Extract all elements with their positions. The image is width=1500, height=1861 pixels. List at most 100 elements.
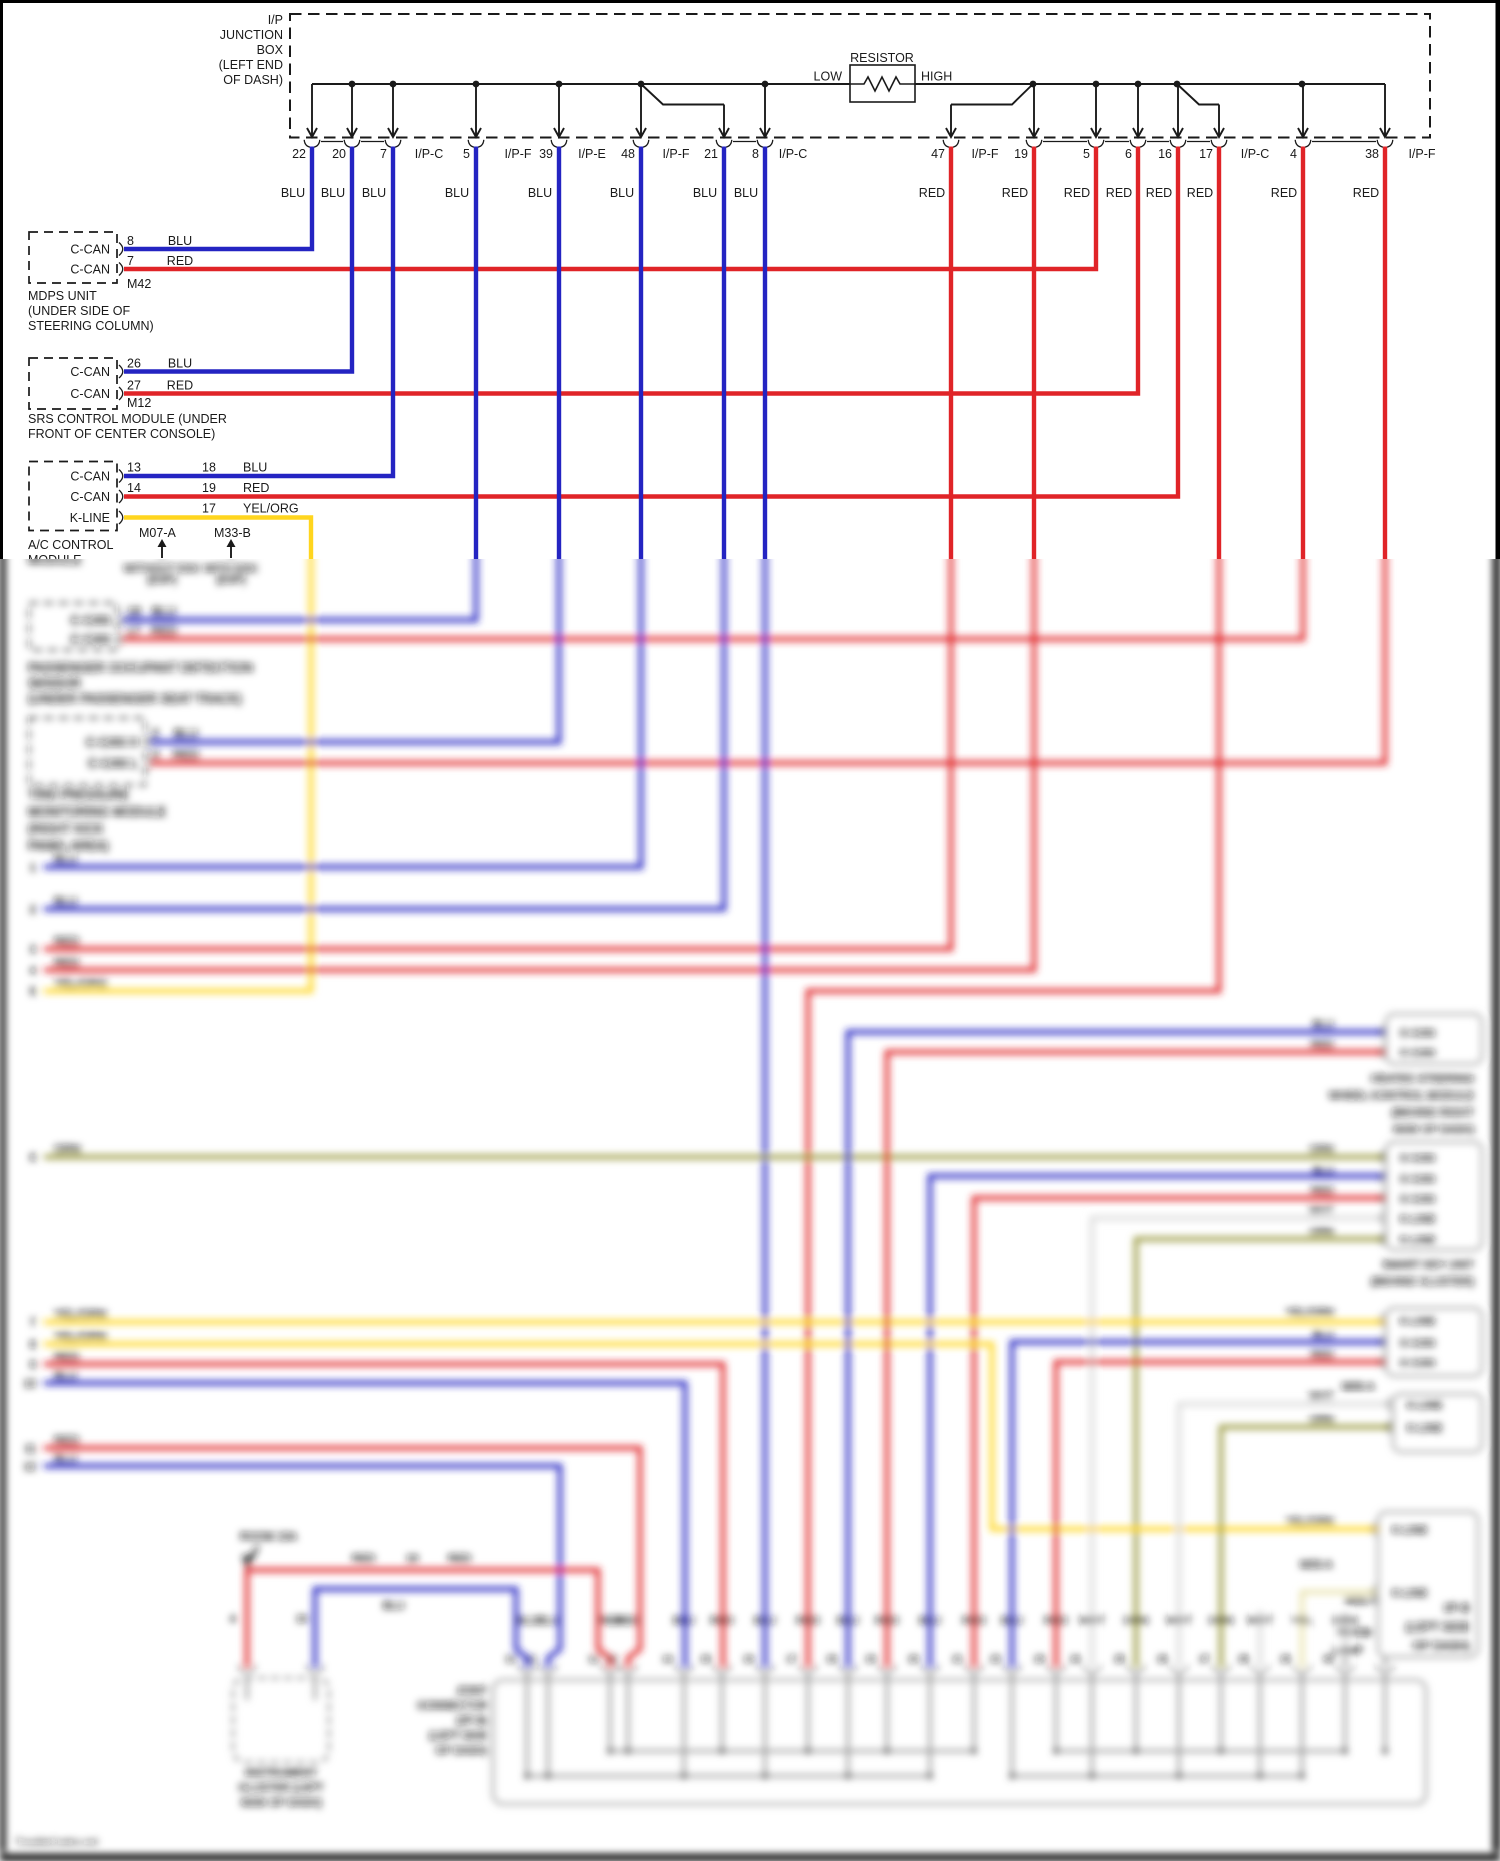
svg-text:RED: RED <box>875 1615 898 1627</box>
svg-text:K-LINE: K-LINE <box>1407 1400 1442 1412</box>
svg-text:1: 1 <box>30 862 36 874</box>
svg-text:3: 3 <box>30 944 36 956</box>
svg-text:16: 16 <box>743 1654 754 1665</box>
svg-text:RED: RED <box>710 1615 733 1627</box>
svg-text:BLU: BLU <box>445 186 469 200</box>
svg-text:8: 8 <box>127 234 134 248</box>
svg-text:BLU: BLU <box>1313 1165 1334 1177</box>
svg-text:BLU: BLU <box>362 186 386 200</box>
svg-text:PASSENGER OCCUPANT DETECTION: PASSENGER OCCUPANT DETECTION <box>28 661 253 675</box>
svg-text:RED: RED <box>352 1553 375 1565</box>
svg-text:RED: RED <box>167 254 193 268</box>
svg-text:MODULE: MODULE <box>28 553 81 567</box>
svg-text:A/C CONTROL: A/C CONTROL <box>28 538 113 552</box>
svg-text:RED: RED <box>919 186 945 200</box>
svg-text:BLU: BLU <box>54 853 77 867</box>
svg-text:TroubleCodes.net: TroubleCodes.net <box>15 1836 98 1848</box>
svg-text:YEL/ORN: YEL/ORN <box>1286 1516 1334 1528</box>
svg-text:C-CAN: C-CAN <box>70 365 110 379</box>
svg-text:SENSOR: SENSOR <box>28 677 81 691</box>
svg-text:M42: M42 <box>127 277 151 291</box>
svg-text:BLU: BLU <box>1001 1615 1022 1627</box>
svg-text:C-CAN: C-CAN <box>70 470 110 484</box>
svg-text:RED: RED <box>1353 186 1379 200</box>
svg-text:I/F-B: I/F-B <box>1444 1601 1470 1615</box>
svg-text:BOX: BOX <box>257 43 284 57</box>
svg-text:BLU: BLU <box>528 186 552 200</box>
svg-text:I/P-F: I/P-F <box>662 147 689 161</box>
svg-text:C-CAN: C-CAN <box>70 614 110 628</box>
svg-text:RED: RED <box>796 1615 819 1627</box>
svg-text:M06-A: M06-A <box>1342 1381 1375 1393</box>
svg-text:OF DASH): OF DASH) <box>223 73 283 87</box>
svg-text:RED: RED <box>54 1434 80 1448</box>
svg-text:22: 22 <box>990 1654 1001 1665</box>
svg-text:19: 19 <box>202 481 216 495</box>
svg-text:(LEFT SIDE: (LEFT SIDE <box>429 1730 488 1742</box>
svg-text:WITHOUT ESC: WITHOUT ESC <box>124 563 201 575</box>
svg-text:YEL/ORN: YEL/ORN <box>54 1308 107 1322</box>
svg-text:18: 18 <box>127 605 141 619</box>
svg-text:C-CAN: C-CAN <box>70 243 110 257</box>
svg-text:9: 9 <box>30 1359 36 1371</box>
svg-text:RED: RED <box>167 379 193 393</box>
svg-text:RED: RED <box>616 1615 639 1627</box>
svg-text:4: 4 <box>230 1613 236 1625</box>
svg-text:BLU: BLU <box>837 1615 858 1627</box>
svg-text:STEERING COLUMN): STEERING COLUMN) <box>28 319 154 333</box>
svg-text:BLU: BLU <box>168 234 192 248</box>
svg-text:4: 4 <box>30 965 36 977</box>
svg-text:C-CAN: C-CAN <box>70 263 110 277</box>
svg-text:BLU: BLU <box>754 1615 775 1627</box>
svg-text:LAMP: LAMP <box>1333 1645 1363 1657</box>
svg-text:C-CAN: C-CAN <box>70 633 110 647</box>
svg-text:BLU: BLU <box>174 727 198 741</box>
svg-text:M12: M12 <box>127 396 151 410</box>
svg-text:I/P-F: I/P-F <box>504 147 531 161</box>
svg-text:5: 5 <box>1083 147 1090 161</box>
svg-text:RED: RED <box>1002 186 1028 200</box>
svg-text:M33-A: M33-A <box>1300 1559 1333 1571</box>
svg-text:I/P-C: I/P-C <box>779 147 807 161</box>
svg-text:21: 21 <box>952 1654 963 1665</box>
svg-text:19: 19 <box>1014 147 1028 161</box>
svg-text:ORN: ORN <box>1209 1615 1234 1627</box>
svg-text:C-CAN: C-CAN <box>1400 1153 1435 1165</box>
svg-text:PANEL AREA): PANEL AREA) <box>28 839 109 853</box>
svg-text:YEL/ORN: YEL/ORN <box>54 1330 107 1344</box>
svg-text:YEL/ORG: YEL/ORG <box>54 977 107 991</box>
svg-text:26: 26 <box>127 357 141 371</box>
svg-text:JOINT: JOINT <box>456 1685 488 1697</box>
svg-text:SIDE OF DASH): SIDE OF DASH) <box>1393 1124 1474 1136</box>
svg-text:RED: RED <box>173 748 199 762</box>
svg-text:MDPS UNIT: MDPS UNIT <box>28 289 97 303</box>
svg-text:3: 3 <box>152 748 159 762</box>
svg-text:K-LINE: K-LINE <box>70 511 110 525</box>
svg-text:C-CAN: C-CAN <box>1400 1338 1435 1350</box>
svg-text:47: 47 <box>931 147 945 161</box>
svg-text:M06-C: M06-C <box>1345 1595 1378 1607</box>
svg-text:K-LINE: K-LINE <box>1392 1525 1427 1537</box>
svg-text:(LEFT END: (LEFT END <box>219 58 283 72</box>
svg-text:K-LINE: K-LINE <box>1400 1214 1435 1226</box>
svg-text:29: 29 <box>1280 1654 1291 1665</box>
svg-text:M33-B: M33-B <box>214 526 251 540</box>
svg-text:C-CAN H: C-CAN H <box>86 736 138 750</box>
svg-text:ORN: ORN <box>54 1143 81 1157</box>
svg-text:13: 13 <box>127 461 141 475</box>
svg-text:RED: RED <box>1044 1615 1067 1627</box>
svg-text:I/P-F: I/P-F <box>1408 147 1435 161</box>
svg-text:ORN: ORN <box>1124 1615 1149 1627</box>
svg-text:YEL/ORG: YEL/ORG <box>243 502 299 516</box>
svg-text:16: 16 <box>406 1553 418 1565</box>
svg-text:BLU: BLU <box>1313 1019 1334 1031</box>
svg-text:BLU: BLU <box>673 1615 694 1627</box>
svg-text:TIRE PRESSURE: TIRE PRESSURE <box>28 788 129 802</box>
svg-text:(I/P-B): (I/P-B) <box>456 1715 488 1727</box>
svg-text:(RIGHT KICK: (RIGHT KICK <box>28 822 104 836</box>
svg-text:C-CAN: C-CAN <box>1400 1048 1435 1060</box>
svg-text:17: 17 <box>202 502 216 516</box>
svg-text:I/P-E: I/P-E <box>578 147 606 161</box>
svg-text:(ESP): (ESP) <box>216 574 245 586</box>
svg-text:4: 4 <box>1290 147 1297 161</box>
